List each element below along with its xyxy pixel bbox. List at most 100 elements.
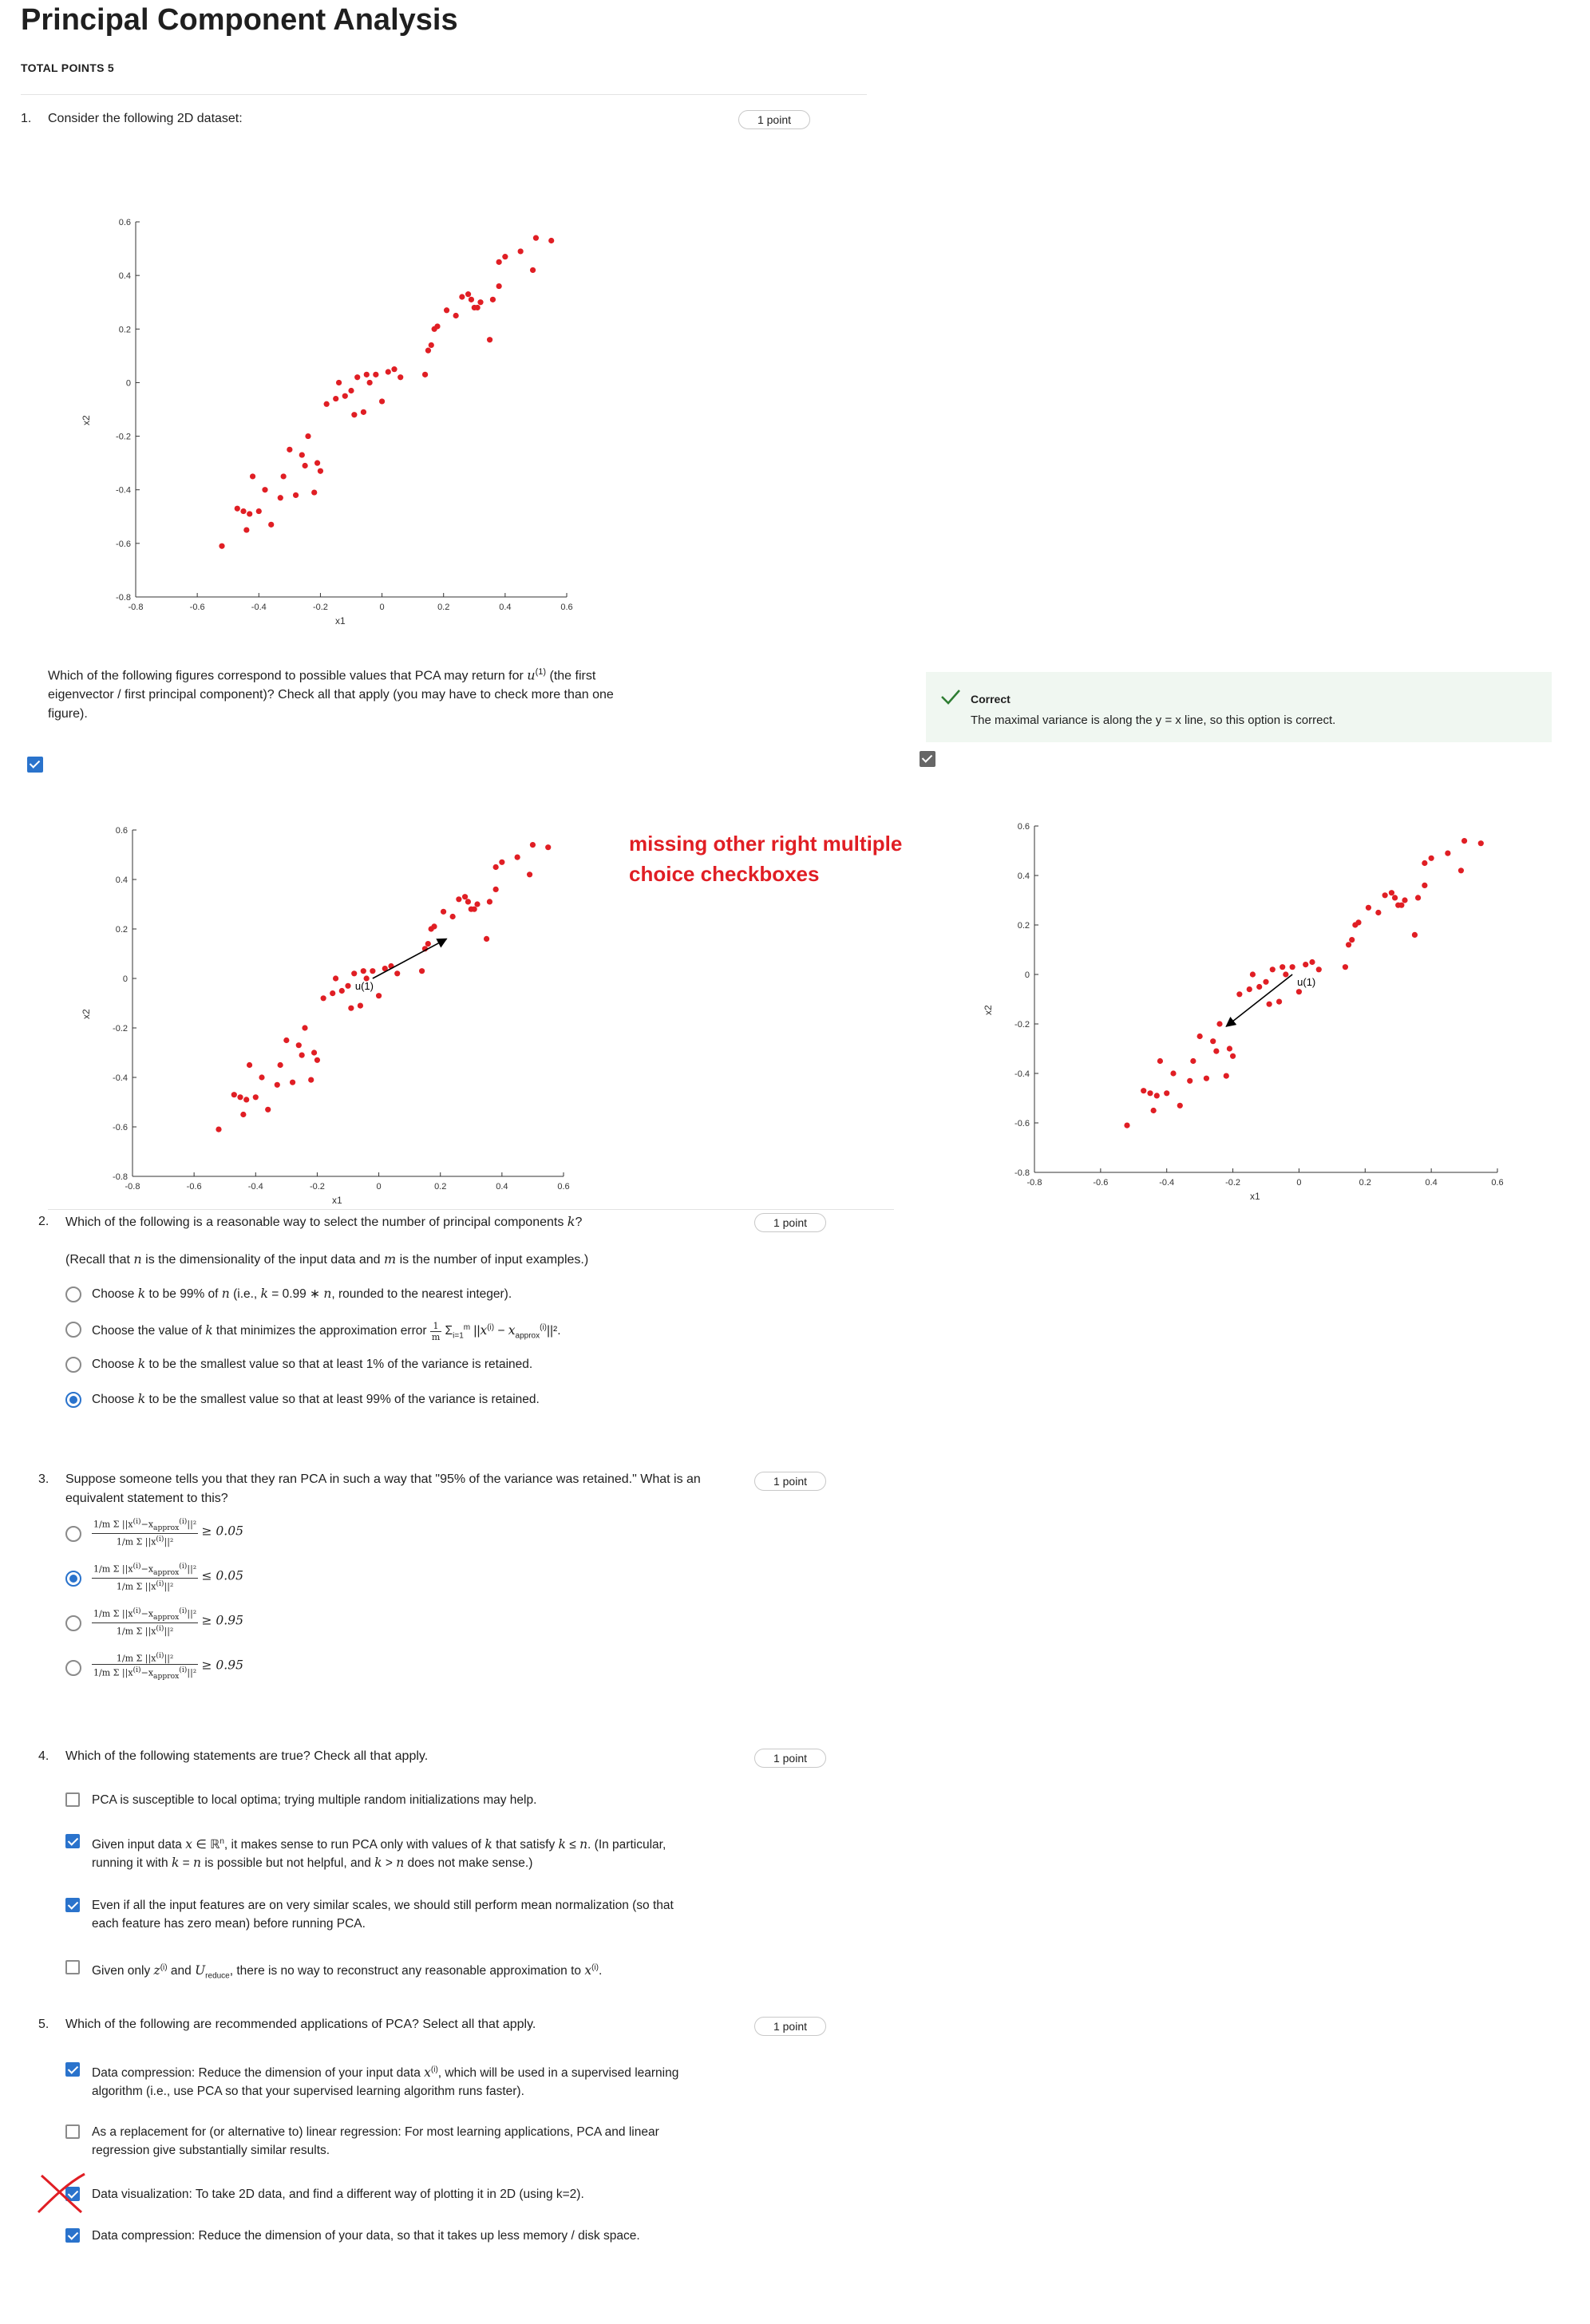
data-point bbox=[1375, 909, 1382, 916]
x-axis-label: x1 bbox=[332, 1195, 342, 1205]
arrow-label: u(1) bbox=[355, 980, 374, 992]
x-tick-label: 0.4 bbox=[496, 1182, 508, 1192]
q5-option-4-checkbox[interactable] bbox=[65, 2228, 80, 2243]
q3-option-3-radio[interactable] bbox=[65, 1615, 81, 1631]
data-point bbox=[246, 1061, 253, 1069]
data-point bbox=[216, 1126, 222, 1132]
q4-option-1-checkbox[interactable] bbox=[65, 1792, 80, 1807]
data-point bbox=[1289, 964, 1295, 970]
x-tick-label: 0.6 bbox=[557, 1182, 569, 1192]
data-point bbox=[268, 521, 275, 528]
data-point bbox=[317, 468, 324, 474]
q3-option-2-radio[interactable] bbox=[65, 1571, 81, 1587]
x-tick-label: 0.4 bbox=[499, 603, 511, 612]
y-axis-label: x2 bbox=[81, 415, 92, 425]
q2-option-2-label: Choose the value of k that minimizes the… bbox=[92, 1320, 561, 1342]
option-b-scatter-plot: -0.8 -0.6 -0.4 -0.2 0 0.2 0.4 0.6 0.6 0.4 0.2 0 -0.2… bbox=[983, 822, 1504, 1201]
x-tick-label: 0.6 bbox=[560, 603, 572, 612]
arrow-label: u(1) bbox=[1297, 976, 1315, 988]
data-point bbox=[323, 401, 330, 407]
y-axis-label: x2 bbox=[81, 1009, 92, 1019]
data-point bbox=[1398, 902, 1405, 908]
q4-option-3-label: Even if all the input features are on ve… bbox=[92, 1899, 674, 1931]
y-tick-label: -0.2 bbox=[113, 1024, 128, 1034]
data-point bbox=[489, 296, 496, 302]
data-point bbox=[1263, 978, 1269, 985]
data-point bbox=[302, 462, 308, 469]
data-point bbox=[351, 970, 358, 977]
data-point bbox=[1256, 983, 1263, 990]
q1-divider bbox=[48, 1209, 894, 1210]
q4-option-2-checkbox[interactable] bbox=[65, 1834, 80, 1848]
q2-option-1-radio[interactable] bbox=[65, 1286, 81, 1302]
data-point bbox=[1187, 1077, 1193, 1084]
data-point bbox=[465, 899, 472, 905]
data-point bbox=[219, 543, 225, 549]
data-point bbox=[496, 283, 502, 290]
q3-option-1-radio[interactable] bbox=[65, 1526, 81, 1542]
y-tick-label: 0.4 bbox=[1018, 872, 1030, 881]
data-point bbox=[486, 899, 493, 905]
q4-option-4-checkbox[interactable] bbox=[65, 1960, 80, 1974]
q2-option-3-label: Choose k to be the smallest value so tha… bbox=[92, 1357, 533, 1371]
missing-checkboxes-annotation: missing other right multiple choice chec… bbox=[629, 832, 903, 886]
data-point bbox=[1295, 989, 1303, 995]
data-point bbox=[308, 1077, 314, 1083]
y-tick-label: -0.6 bbox=[116, 540, 131, 549]
q5-option-3-checkbox[interactable] bbox=[65, 2187, 80, 2201]
y-tick-label: -0.8 bbox=[116, 593, 131, 603]
y-tick-label: -0.4 bbox=[113, 1073, 128, 1083]
q2-option-4-radio[interactable] bbox=[65, 1392, 81, 1408]
x-tick-label: 0 bbox=[1296, 1178, 1301, 1188]
data-point bbox=[302, 1025, 308, 1031]
x-tick-label: -0.6 bbox=[187, 1182, 202, 1192]
q4-option-4-label: Given only z(i) and Ureduce, there is no… bbox=[92, 1963, 603, 1981]
q4-option-3-checkbox[interactable] bbox=[65, 1898, 80, 1912]
data-point bbox=[1141, 1088, 1147, 1094]
data-point bbox=[502, 254, 508, 260]
q5-option-2-checkbox[interactable] bbox=[65, 2124, 80, 2139]
data-point bbox=[1196, 1033, 1203, 1040]
q5-number: 5. bbox=[38, 2018, 49, 2031]
data-point bbox=[425, 941, 431, 947]
data-point bbox=[348, 387, 354, 394]
data-point bbox=[496, 259, 502, 265]
data-point bbox=[335, 379, 342, 386]
data-point bbox=[274, 1081, 280, 1088]
q1-option-b-checkbox[interactable] bbox=[920, 751, 935, 767]
q5-option-1-checkbox[interactable] bbox=[65, 2062, 80, 2077]
data-point bbox=[249, 473, 256, 480]
data-point bbox=[483, 935, 490, 942]
principal-component-arrow bbox=[1225, 974, 1293, 1027]
x-tick-label: 0 bbox=[377, 1182, 382, 1192]
q3-option-4-label: 1/m Σ ||x(i)||² 1/m Σ ||x(i)−xapprox(i)||… bbox=[92, 1651, 243, 1681]
x-tick-label: 0.2 bbox=[434, 1182, 446, 1192]
data-point bbox=[314, 460, 321, 466]
data-point bbox=[1422, 882, 1428, 888]
data-point bbox=[1164, 1090, 1170, 1097]
data-point bbox=[1414, 895, 1422, 901]
data-point bbox=[280, 473, 287, 480]
data-point bbox=[1391, 895, 1398, 901]
data-point bbox=[474, 304, 481, 311]
data-point bbox=[1249, 971, 1256, 978]
data-point bbox=[1203, 1075, 1210, 1081]
data-point bbox=[1402, 897, 1408, 903]
data-point bbox=[354, 374, 361, 381]
q4-points-badge: 1 point bbox=[754, 1749, 826, 1768]
q3-option-4-radio[interactable] bbox=[65, 1660, 81, 1676]
x-tick-label: -0.4 bbox=[248, 1182, 263, 1192]
data-point bbox=[1157, 1057, 1164, 1065]
y-tick-label: 0.6 bbox=[1018, 822, 1030, 832]
q4-option-1-label: PCA is susceptible to local optima; tryi… bbox=[92, 1793, 537, 1807]
q1-text: Consider the following 2D dataset: bbox=[48, 112, 243, 125]
q2-option-3-radio[interactable] bbox=[65, 1357, 81, 1373]
data-point bbox=[314, 1057, 321, 1063]
data-point bbox=[330, 990, 336, 997]
data-point bbox=[434, 323, 441, 330]
q2-option-2-radio[interactable] bbox=[65, 1322, 81, 1338]
q1-number: 1. bbox=[21, 112, 32, 125]
data-point bbox=[1177, 1102, 1183, 1109]
data-point bbox=[398, 374, 404, 381]
q1-option-a-checkbox[interactable] bbox=[27, 757, 43, 773]
